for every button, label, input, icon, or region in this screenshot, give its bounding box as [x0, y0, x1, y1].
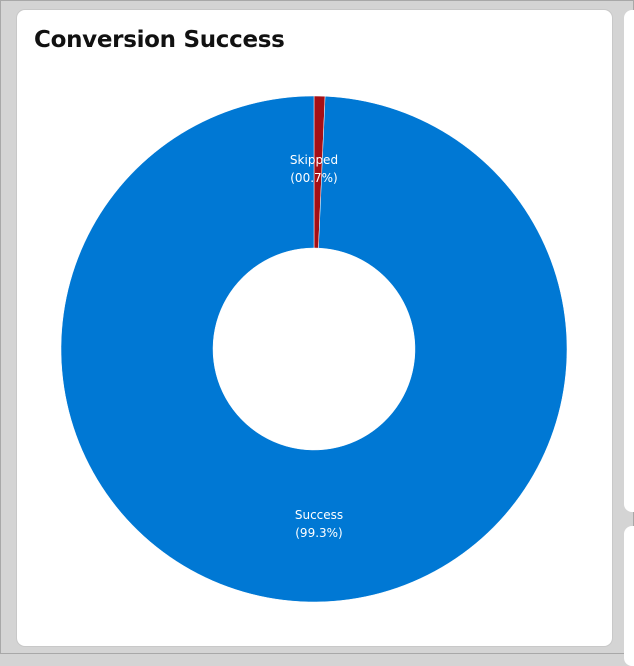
label-success-name: Success	[295, 508, 343, 522]
adjacent-card-bottom	[624, 526, 634, 666]
label-skipped: Skipped (00.7%)	[290, 153, 338, 185]
chart-title: Conversion Success	[34, 27, 285, 53]
adjacent-card-top	[624, 10, 634, 512]
label-skipped-name: Skipped	[290, 153, 338, 167]
donut-chart: Skipped (00.7%) Success (99.3%)	[60, 95, 568, 603]
label-success-percent: (99.3%)	[295, 526, 342, 540]
label-success: Success (99.3%)	[295, 508, 343, 540]
slice-success[interactable]	[60, 95, 568, 603]
label-skipped-percent: (00.7%)	[290, 171, 337, 185]
chart-card: Conversion Success Skipped (00.7%) Success…	[17, 10, 612, 646]
